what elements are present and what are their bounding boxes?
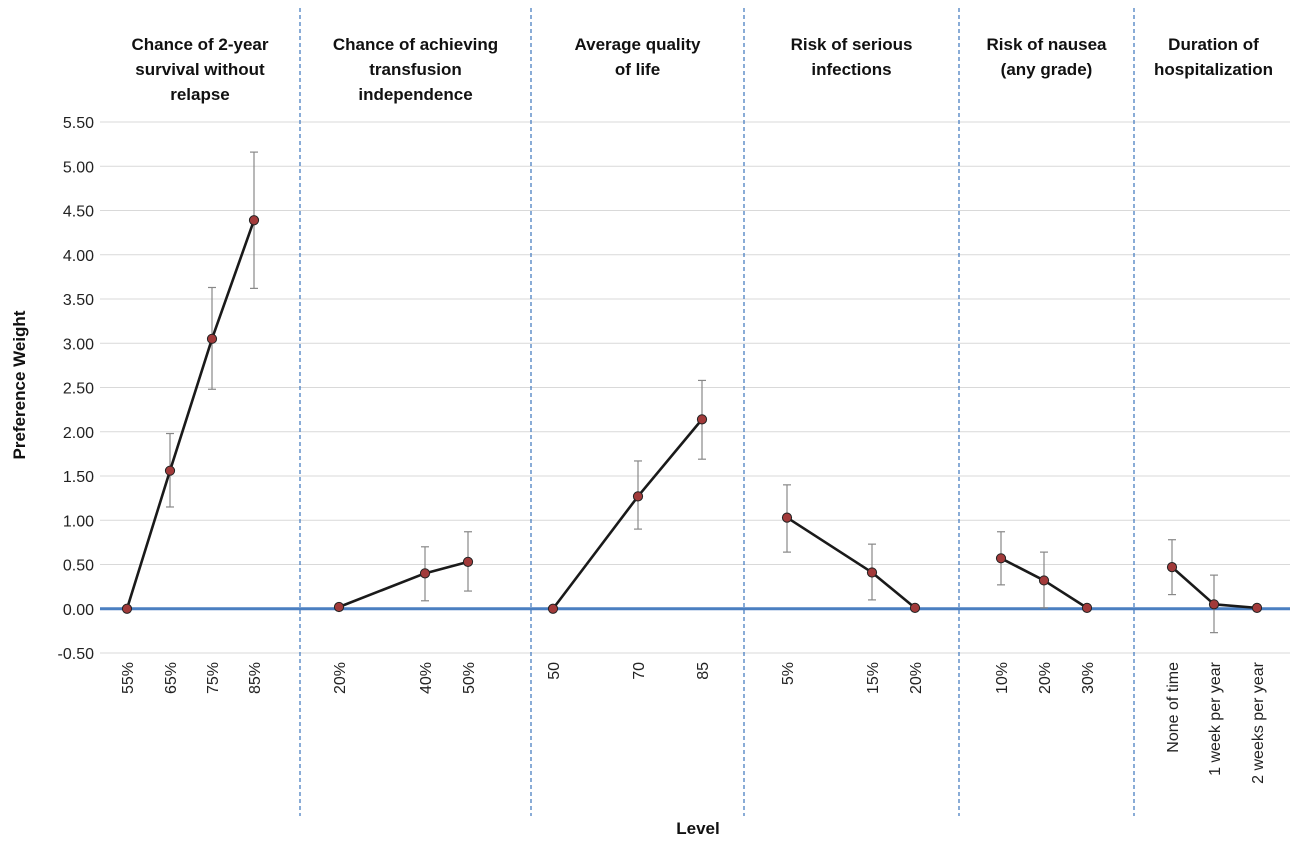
panel-4: Risk of serious infections 5% 15% 20% [780,35,925,694]
y-axis-ticks: 5.50 5.00 4.50 4.00 3.50 3.00 2.50 2.00 1.50 1.00… [58,115,95,663]
series-line [125,219,256,610]
data-point [121,603,133,614]
panel-title: Risk of serious [791,35,913,54]
y-tick-label: 5.00 [63,159,94,176]
data-point [248,215,260,226]
x-tick-label: 50 [546,662,563,680]
x-tick-label: 30% [1080,662,1097,694]
panel-title: Average quality [575,35,702,54]
panel-title: transfusion [369,60,462,79]
data-point [632,491,644,502]
panel-dividers [299,8,1135,816]
panel-title: infections [811,60,891,79]
y-axis-label: Preference Weight [10,310,29,459]
panel-1: Chance of 2-year survival without relapse 5… [120,35,269,694]
data-point [1038,575,1050,586]
y-tick-label: 4.00 [63,248,94,265]
panel-2: Chance of achieving transfusion independen… [332,35,498,694]
data-point [1208,599,1220,610]
data-point [164,465,176,476]
x-tick-label: 40% [418,662,435,694]
panel-5: Risk of nausea (any grade) 10% 20% 30% [987,35,1108,694]
panel-title: Duration of [1168,35,1259,54]
y-tick-label: 5.50 [63,115,94,132]
x-tick-label: 85% [247,662,264,694]
series-line [786,516,916,609]
panel-title: survival without [135,60,265,79]
y-tick-label: 0.50 [63,558,94,575]
y-tick-label: 0.00 [63,602,94,619]
series-line [551,418,703,610]
data-point [206,333,218,344]
x-tick-label: 15% [865,662,882,694]
data-point [462,556,474,567]
panel-title: relapse [170,85,230,104]
x-tick-label: 20% [1037,662,1054,694]
x-tick-label: 5% [780,662,797,685]
panel-title: (any grade) [1001,60,1093,79]
panel-3: Average quality of life 50 70 85 [546,35,712,680]
data-point [419,568,431,579]
x-tick-label: 85 [695,662,712,680]
data-point [909,602,921,613]
x-tick-label: 65% [163,662,180,694]
x-tick-label: 1 week per year [1207,661,1224,776]
y-tick-label: 2.50 [63,381,94,398]
panel-title: hospitalization [1154,60,1273,79]
data-point [1251,602,1263,613]
panels: Chance of 2-year survival without relapse 5… [120,35,1273,784]
panel-6: Duration of hospitalization None of time 1 … [1154,35,1273,784]
y-tick-label: 3.50 [63,292,94,309]
data-point [333,601,345,613]
data-point [1166,562,1178,573]
data-point [1081,602,1093,613]
y-tick-label: 4.50 [63,204,94,221]
y-tick-label: -0.50 [58,646,95,663]
grid-lines [100,121,1290,654]
x-tick-label: 55% [120,662,137,694]
y-tick-label: 3.00 [63,336,94,353]
panel-title: Risk of nausea [987,35,1108,54]
y-tick-label: 2.00 [63,425,94,442]
x-tick-label: 50% [461,662,478,694]
data-point [781,512,793,523]
data-point [547,603,559,614]
x-tick-label: None of time [1165,662,1182,753]
panel-title: Chance of achieving [333,35,498,54]
x-tick-label: 20% [908,662,925,694]
series-line [338,560,469,609]
data-point [995,553,1007,564]
x-tick-label: 2 weeks per year [1250,661,1267,784]
data-point [866,567,878,578]
x-tick-label: 70 [631,662,648,680]
panel-title: Chance of 2-year [132,35,269,54]
data-point [696,414,708,425]
x-tick-label: 75% [205,662,222,694]
panel-title: of life [615,60,660,79]
x-axis-label: Level [676,819,719,838]
y-tick-label: 1.50 [63,469,94,486]
x-tick-label: 20% [332,662,349,694]
y-tick-label: 1.00 [63,513,94,530]
x-tick-label: 10% [994,662,1011,694]
panel-title: independence [358,85,472,104]
